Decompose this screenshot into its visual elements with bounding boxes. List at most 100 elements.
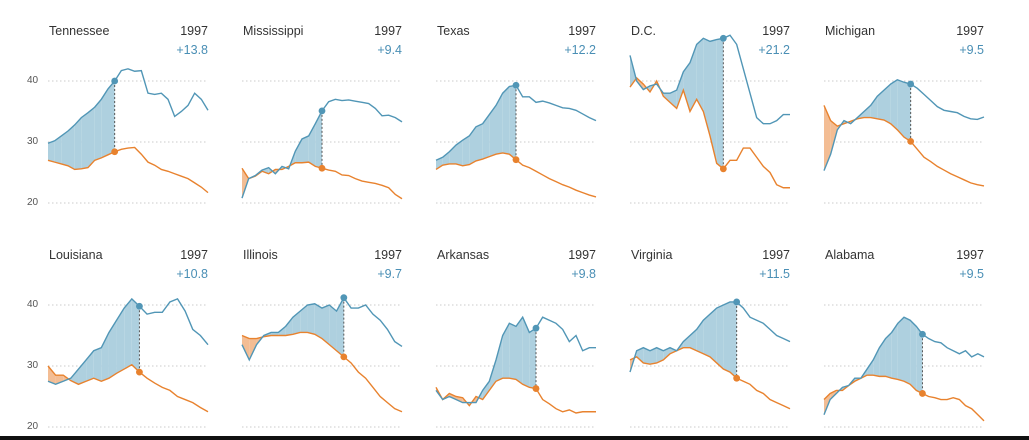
gap-area-blue [94,99,102,161]
marker-point-blue [512,81,520,89]
y-tick-label: 40 [27,299,39,310]
gap-area-blue [870,96,878,119]
marker-point-orange [512,156,520,164]
gap-area-blue [131,298,140,373]
gap-area-blue [897,317,904,382]
panel-year-label: 1997 [568,24,596,38]
marker-point-blue [532,324,540,332]
gap-area-blue [54,135,62,164]
gap-area-blue [509,323,516,380]
panel-chart [241,80,403,204]
gap-area-blue [516,317,523,385]
gap-area-blue [670,90,677,109]
series-line-blue [435,315,596,404]
gap-area-blue [108,320,117,379]
series-line-blue [241,296,403,362]
gap-area-blue [877,90,884,121]
marker-point-blue [340,294,348,302]
series-line-orange [47,363,209,413]
y-tick-label: 40 [27,75,39,86]
gap-area-blue [308,123,316,167]
gap-area-blue [904,317,911,385]
gap-area-blue [502,323,510,379]
gap-area-blue [916,326,923,394]
gap-area-blue [469,126,476,165]
marker-point-orange [318,164,326,172]
gap-area-blue [322,305,330,345]
gap-area-blue [489,105,496,157]
marker-point-orange [919,390,926,397]
gap-area-blue [529,328,536,389]
gap-area-orange [242,335,250,360]
gap-area-orange [824,105,831,171]
gap-area-blue [716,38,724,169]
gap-area-blue [300,305,308,333]
gap-area-blue [314,303,322,339]
panel-diff-value: +9.5 [959,267,984,281]
gap-area-blue [482,114,490,160]
panel-title: Illinois [243,248,278,262]
panel-year-label: 1997 [956,248,984,262]
gap-area-blue [885,332,892,379]
panel-year-label: 1997 [180,24,208,38]
gap-area-blue [336,297,344,357]
gap-area-blue [116,308,125,374]
panel-title: Texas [437,24,470,38]
gap-area-blue [295,138,302,163]
marker-point-orange [907,137,915,145]
panel-title: D.C. [631,24,656,38]
gap-area-blue [696,38,704,112]
panel-diff-value: +13.8 [176,43,208,57]
gap-area-blue [636,347,644,363]
gap-area-blue [854,378,861,382]
panel-year-label: 1997 [180,248,208,262]
panel-chart [629,298,791,428]
gap-area-blue [496,93,503,155]
panel-title: Arkansas [437,248,490,262]
panel-chart [823,304,985,428]
gap-area-blue [302,135,309,163]
gap-area-orange [48,366,56,385]
marker-point-orange [111,148,119,156]
panel-diff-value: +21.2 [758,43,790,57]
series-line-blue [47,68,209,144]
gap-area-blue [634,350,637,358]
gap-area-blue [124,298,132,370]
gap-area-blue [643,347,650,365]
gap-area-blue [469,402,472,406]
y-tick-label: 20 [27,197,39,208]
gap-area-blue [456,140,463,166]
gap-area-blue [696,320,704,354]
gap-area-blue [78,359,87,385]
gap-area-blue [656,347,664,363]
gap-area-blue [710,39,717,164]
gap-area-blue [108,81,115,155]
marker-point-blue [719,34,727,42]
gap-area-blue [650,347,657,365]
panel-chart [435,304,596,428]
gap-area-blue [329,305,337,351]
gap-area-blue [442,151,450,166]
marker-point-blue [318,107,326,115]
panel-year-label: 1997 [956,24,984,38]
gap-area-blue [723,301,730,373]
gap-area-blue [910,320,917,391]
series-line-orange [47,146,209,194]
gap-area-blue [864,105,871,118]
marker-point-orange [340,353,348,361]
marker-point-blue [111,77,119,85]
series-line-blue [823,79,985,171]
gap-area-blue [93,347,102,382]
gap-area-blue [74,117,82,170]
marker-point-orange [532,385,540,392]
gap-area-blue [676,71,684,109]
series-line-blue [47,297,209,386]
gap-area-orange [836,390,840,394]
panel-year-label: 1997 [374,24,402,38]
series-line-orange [823,105,985,187]
gap-area-blue [703,314,710,357]
series-line-orange [435,377,596,414]
marker-point-blue [919,330,926,338]
gap-area-blue [683,335,690,348]
